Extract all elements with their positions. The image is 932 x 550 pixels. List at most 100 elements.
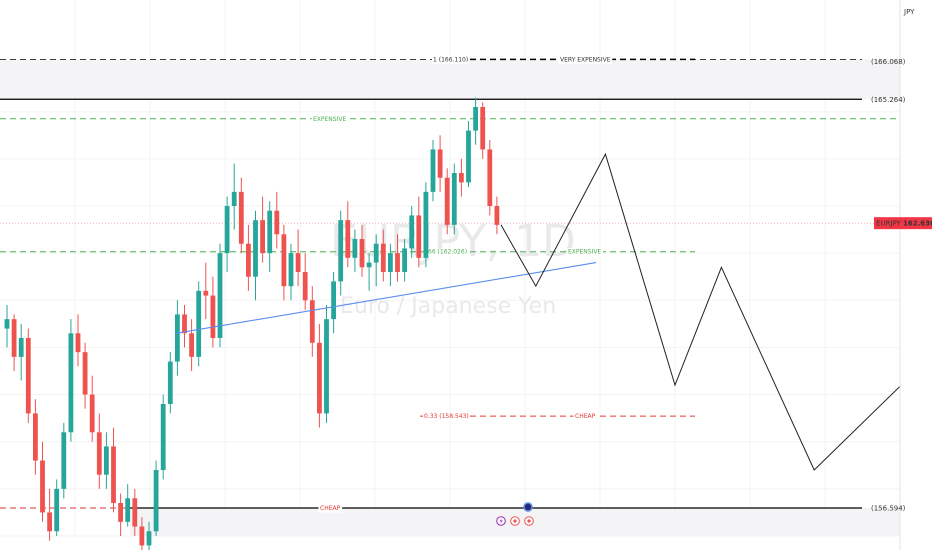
candle-body xyxy=(217,253,223,338)
level-label-expensive-top: EXPENSIVE xyxy=(313,116,346,123)
candlesticks xyxy=(4,97,500,550)
candle xyxy=(437,135,443,192)
news-event-icon[interactable] xyxy=(523,502,533,512)
level-value-bg xyxy=(423,412,470,421)
event-icons[interactable] xyxy=(496,502,534,526)
candle xyxy=(246,224,251,291)
candle xyxy=(487,140,493,216)
candle xyxy=(338,210,344,296)
candle-body xyxy=(118,503,123,522)
candle xyxy=(82,342,88,409)
candle-body xyxy=(89,394,95,433)
level-value-very-expensive: 1 (166.110) xyxy=(433,56,468,63)
candle xyxy=(409,206,415,258)
candle-body xyxy=(75,333,81,353)
candle-body xyxy=(444,177,450,225)
candle-body xyxy=(68,333,74,433)
symbol-tag-label: EURJPY xyxy=(876,220,902,228)
candle xyxy=(260,196,265,263)
candle-body xyxy=(4,319,10,329)
level-label-cheap-mid: CHEAP xyxy=(575,413,596,420)
candle-body xyxy=(146,531,152,546)
candle xyxy=(352,229,358,272)
candle-body xyxy=(281,234,287,287)
candle xyxy=(430,140,436,202)
candle-body xyxy=(345,220,351,258)
candle xyxy=(388,243,393,287)
level-value-expensive-mid: 66 (162.026) xyxy=(428,249,467,256)
candle xyxy=(96,413,102,489)
candle-body xyxy=(246,243,251,277)
candle xyxy=(309,286,315,357)
candle-body xyxy=(288,253,294,287)
candle-body xyxy=(175,314,180,362)
candle-body xyxy=(40,460,45,513)
candle-body xyxy=(437,149,443,178)
candle xyxy=(189,319,194,371)
candle-body xyxy=(430,149,436,192)
candle xyxy=(359,224,365,277)
candle-body xyxy=(189,333,194,357)
candle-body xyxy=(267,210,273,254)
candle-body xyxy=(317,342,322,414)
level-label-bg xyxy=(558,55,613,64)
trendline xyxy=(175,262,597,334)
candle xyxy=(217,243,223,348)
candle-body xyxy=(473,107,478,131)
candle-body xyxy=(359,239,365,268)
candle xyxy=(224,196,230,272)
candle-body xyxy=(331,281,336,320)
candle-body xyxy=(61,432,67,489)
candle xyxy=(18,323,24,381)
candle xyxy=(182,305,187,348)
candle xyxy=(267,201,273,272)
candle-body xyxy=(96,432,102,475)
candle-body xyxy=(451,173,457,225)
candle xyxy=(68,319,74,442)
candle-body xyxy=(324,319,329,414)
candle xyxy=(444,168,450,235)
candle-body xyxy=(487,149,493,206)
candle xyxy=(61,422,67,499)
candle-body xyxy=(18,338,24,357)
candle xyxy=(210,276,216,348)
candle-body xyxy=(231,191,237,206)
candle xyxy=(324,305,329,423)
level-label-cheap-bottom: CHEAP xyxy=(320,505,341,512)
candle-body xyxy=(466,130,471,183)
candle xyxy=(253,210,258,301)
candle xyxy=(125,484,131,527)
candle-body xyxy=(260,220,265,254)
candle-body xyxy=(82,352,88,395)
candle xyxy=(366,253,372,291)
candle xyxy=(89,375,95,442)
candle-body xyxy=(11,319,17,357)
symbol-tag xyxy=(874,217,900,230)
candle xyxy=(203,262,209,320)
candle xyxy=(402,239,407,282)
candle-body xyxy=(182,314,187,334)
price-axis[interactable]: (166.068) (165.264) (156.594) EURJPY 162.636 xyxy=(871,0,932,550)
candle-body xyxy=(295,253,301,272)
level-label-bg xyxy=(318,504,343,513)
candle-body xyxy=(139,526,145,546)
candle xyxy=(317,323,322,428)
candle xyxy=(302,253,308,310)
candle xyxy=(47,488,52,541)
candle xyxy=(11,314,17,371)
candle-body xyxy=(210,295,216,338)
projection-path xyxy=(500,152,931,471)
candle xyxy=(466,121,471,188)
candle-body xyxy=(54,488,60,532)
candle xyxy=(288,243,294,301)
candle xyxy=(231,163,237,230)
current-price-label: 162.636 xyxy=(903,220,932,228)
currency-label: JPY xyxy=(903,8,915,16)
candle xyxy=(153,460,159,536)
candle-body xyxy=(253,220,258,277)
dot-icon xyxy=(527,519,531,523)
candle xyxy=(75,314,81,367)
candle-body xyxy=(416,215,422,258)
candle-body xyxy=(494,206,500,225)
